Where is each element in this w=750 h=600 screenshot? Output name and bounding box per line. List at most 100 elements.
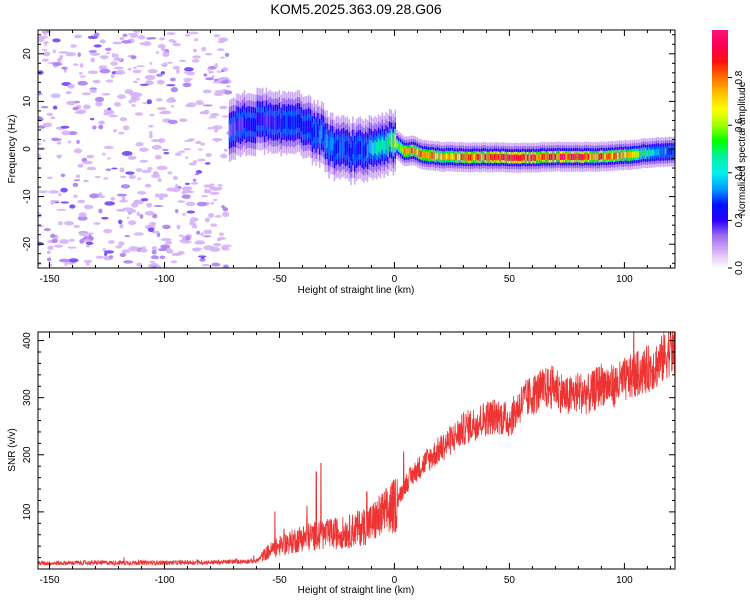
- ridge-cell: [477, 153, 479, 161]
- ridge-cell: [657, 148, 660, 156]
- noise-blob: [194, 37, 199, 42]
- noise-blob: [185, 201, 196, 207]
- noise-blob: [58, 51, 69, 54]
- noise-blob: [104, 201, 116, 206]
- noise-blob: [160, 237, 172, 242]
- ridge-cell: [587, 153, 590, 160]
- noise-blob: [202, 104, 213, 107]
- ridge-cell: [372, 142, 374, 156]
- ridge-cell: [365, 142, 367, 156]
- noise-blob: [41, 58, 49, 62]
- spectrogram-x-axis-label: Height of straight line (km): [298, 285, 415, 296]
- noise-blob: [206, 68, 212, 71]
- noise-blob: [104, 250, 115, 254]
- noise-blob: [121, 249, 130, 254]
- ridge-cell: [247, 117, 249, 131]
- ridge-cell: [381, 136, 384, 150]
- noise-blob: [168, 97, 175, 101]
- noise-blob: [103, 177, 109, 180]
- noise-blob: [95, 101, 103, 107]
- ridge-cell: [243, 114, 246, 128]
- ridge-cell: [304, 120, 306, 134]
- noise-blob: [106, 157, 111, 160]
- noise-blob: [166, 84, 176, 87]
- ridge-cell: [289, 116, 292, 130]
- ridge-cell: [335, 140, 338, 154]
- ridge-cell: [260, 113, 262, 127]
- noise-blob: [158, 111, 168, 115]
- noise-blob: [182, 82, 192, 88]
- noise-blob: [192, 222, 197, 227]
- x-tick-label: 50: [504, 274, 516, 285]
- noise-blob: [157, 193, 169, 198]
- ridge-cell: [407, 148, 409, 155]
- noise-blob: [219, 105, 228, 110]
- ridge-cell: [563, 153, 566, 160]
- noise-blob: [127, 155, 137, 160]
- ridge-cell: [236, 117, 238, 131]
- ridge-cell: [285, 117, 288, 131]
- noise-blob: [203, 184, 212, 188]
- ridge-cell: [320, 125, 323, 139]
- ridge-cell: [238, 118, 240, 132]
- noise-blob: [78, 72, 83, 75]
- ridge-cell: [296, 114, 299, 128]
- ridge-cell: [366, 144, 369, 158]
- noise-blob: [159, 37, 166, 41]
- ridge-cell: [493, 153, 496, 161]
- noise-blob: [164, 240, 173, 245]
- ridge-cell: [230, 123, 233, 137]
- noise-blob: [136, 65, 146, 68]
- ridge-cell: [482, 153, 485, 160]
- noise-blob: [210, 223, 218, 227]
- ridge-cell: [398, 143, 400, 150]
- snr-frame: [37, 331, 676, 570]
- ridge-cell: [394, 134, 396, 148]
- noise-blob: [111, 167, 118, 170]
- noise-blob: [48, 190, 59, 194]
- noise-blob: [223, 264, 229, 268]
- noise-blob: [98, 208, 103, 214]
- noise-blob: [47, 257, 52, 262]
- noise-blob: [162, 224, 171, 230]
- noise-blob: [178, 234, 184, 237]
- ridge-cell: [486, 154, 488, 161]
- noise-blob: [151, 174, 161, 179]
- noise-blob: [155, 98, 163, 102]
- noise-blob: [101, 216, 109, 220]
- x-tick-label: -50: [272, 575, 287, 586]
- ridge-cell: [309, 120, 312, 134]
- noise-blob: [182, 235, 187, 240]
- colorbar-gradient: [712, 30, 728, 268]
- noise-blob: [38, 125, 46, 129]
- noise-blob: [105, 79, 114, 83]
- noise-blob: [144, 74, 156, 81]
- ridge-cell: [519, 154, 522, 162]
- noise-blob: [150, 255, 159, 260]
- noise-blob: [178, 150, 186, 153]
- ridge-cell: [653, 149, 656, 156]
- noise-blob: [190, 217, 199, 222]
- noise-blob: [118, 219, 123, 225]
- ridge-cell: [548, 153, 551, 161]
- noise-blob: [101, 93, 111, 96]
- noise-blob: [46, 250, 51, 254]
- noise-blob: [156, 73, 163, 77]
- ridge-cell: [585, 153, 588, 160]
- noise-blob: [151, 250, 157, 255]
- noise-blob: [157, 248, 168, 252]
- noise-blob: [197, 158, 206, 162]
- ridge-cell: [600, 153, 602, 160]
- noise-blob: [83, 204, 94, 210]
- ridge-cell: [228, 124, 231, 138]
- ridge-cell: [506, 154, 509, 161]
- ridge-cell: [383, 140, 385, 154]
- snr-y-axis-label: SNR (v/v): [7, 428, 18, 471]
- ridge-cell: [368, 139, 371, 153]
- noise-blob: [105, 47, 112, 52]
- ridge-cell: [460, 153, 463, 161]
- ridge-cell: [315, 128, 317, 142]
- noise-blob: [51, 238, 59, 244]
- noise-blob: [59, 239, 70, 245]
- noise-blob: [224, 52, 230, 57]
